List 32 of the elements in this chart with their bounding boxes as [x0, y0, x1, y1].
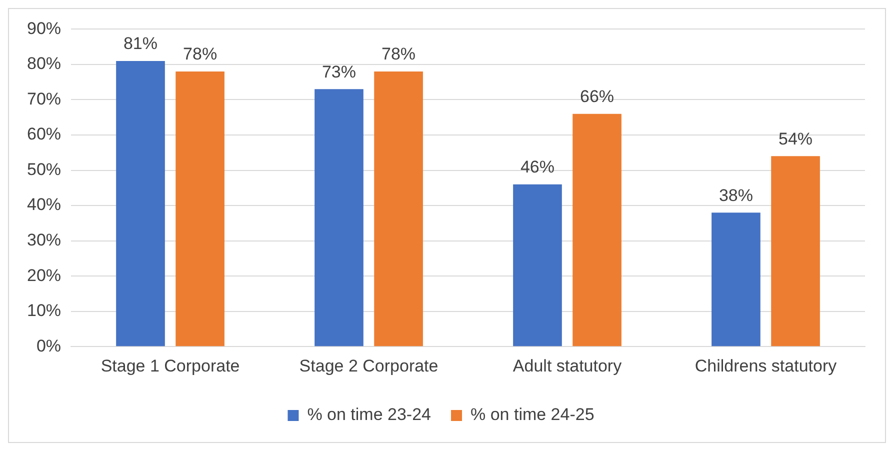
y-tick-label: 70% — [26, 89, 62, 108]
data-label: 73% — [322, 62, 356, 82]
y-tick-label: 90% — [26, 18, 62, 38]
data-label: 54% — [778, 129, 813, 148]
data-label: 46% — [520, 158, 554, 177]
bar — [314, 89, 364, 346]
bar — [572, 114, 622, 346]
y-tick-label: 20% — [26, 266, 62, 285]
legend-label: % on time 23-24 — [307, 405, 432, 424]
x-tick-label: Adult statutory — [512, 356, 622, 376]
data-label: 78% — [382, 44, 416, 64]
bar — [771, 156, 820, 346]
y-tick-label: 0% — [36, 336, 62, 356]
data-label: 38% — [718, 186, 753, 205]
data-label: 78% — [183, 44, 218, 64]
y-tick-label: 60% — [26, 124, 62, 144]
y-tick-label: 10% — [26, 301, 62, 320]
x-tick-label: Stage 2 Corporate — [299, 356, 438, 376]
y-tick-label: 40% — [26, 195, 62, 214]
y-tick-label: 80% — [26, 54, 62, 74]
y-tick-label: 30% — [26, 230, 62, 250]
bar — [513, 184, 562, 346]
x-tick-label: Childrens statutory — [694, 356, 838, 376]
legend-label: % on time 24-25 — [470, 405, 594, 424]
data-label: 81% — [123, 34, 158, 54]
bar — [712, 212, 760, 346]
x-tick-label: Stage 1 Corporate — [100, 356, 240, 376]
data-label: 66% — [580, 87, 614, 106]
bar — [374, 72, 423, 346]
bar — [176, 72, 224, 346]
y-tick-label: 50% — [26, 160, 62, 179]
bar — [116, 60, 165, 346]
